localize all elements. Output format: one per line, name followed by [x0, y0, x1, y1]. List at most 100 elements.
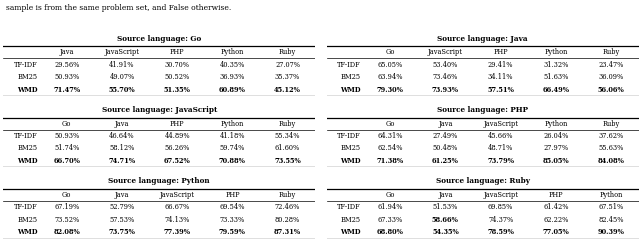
Text: 71.47%: 71.47% [53, 86, 80, 94]
Text: WMD: WMD [17, 157, 38, 165]
Text: 73.75%: 73.75% [108, 228, 135, 236]
Text: Java: Java [115, 120, 129, 128]
Text: Source language: Ruby: Source language: Ruby [436, 178, 530, 186]
Text: 61.25%: 61.25% [432, 157, 459, 165]
Text: 67.19%: 67.19% [54, 203, 79, 211]
Text: 73.52%: 73.52% [54, 216, 79, 224]
Text: Go: Go [62, 191, 72, 199]
Text: 64.31%: 64.31% [378, 132, 403, 140]
Text: 58.12%: 58.12% [109, 144, 134, 152]
Text: 51.63%: 51.63% [543, 73, 568, 81]
Text: Python: Python [544, 120, 568, 128]
Text: Go: Go [62, 120, 72, 128]
Text: 90.39%: 90.39% [598, 228, 625, 236]
Text: Java: Java [60, 48, 74, 56]
Text: JavaScript: JavaScript [428, 48, 463, 56]
Text: Go: Go [385, 120, 395, 128]
Text: 62.22%: 62.22% [543, 216, 568, 224]
Text: 51.35%: 51.35% [164, 86, 191, 94]
Text: 36.09%: 36.09% [598, 73, 624, 81]
Text: 51.74%: 51.74% [54, 144, 79, 152]
Text: 58.66%: 58.66% [432, 216, 459, 224]
Text: Python: Python [221, 48, 244, 56]
Text: Java: Java [438, 191, 452, 199]
Text: JavaScript: JavaScript [483, 120, 518, 128]
Text: Python: Python [544, 48, 568, 56]
Text: 54.35%: 54.35% [432, 228, 459, 236]
Text: 29.56%: 29.56% [54, 60, 79, 68]
Text: 77.39%: 77.39% [164, 228, 191, 236]
Text: 77.05%: 77.05% [543, 228, 569, 236]
Text: Source language: Java: Source language: Java [437, 35, 528, 43]
Text: 45.66%: 45.66% [488, 132, 513, 140]
Text: 57.53%: 57.53% [109, 216, 134, 224]
Text: WMD: WMD [17, 228, 38, 236]
Text: Source language: JavaScript: Source language: JavaScript [102, 106, 217, 114]
Text: 67.52%: 67.52% [164, 157, 191, 165]
Text: 66.70%: 66.70% [53, 157, 80, 165]
Text: 72.46%: 72.46% [275, 203, 300, 211]
Text: WMD: WMD [340, 228, 361, 236]
Text: 50.52%: 50.52% [164, 73, 190, 81]
Text: Source language: Go: Source language: Go [117, 35, 202, 43]
Text: 66.67%: 66.67% [164, 203, 190, 211]
Text: 61.94%: 61.94% [378, 203, 403, 211]
Text: Java: Java [115, 191, 129, 199]
Text: 26.04%: 26.04% [543, 132, 568, 140]
Text: 68.80%: 68.80% [377, 228, 404, 236]
Text: 35.37%: 35.37% [275, 73, 300, 81]
Text: Ruby: Ruby [602, 48, 620, 56]
Text: 56.26%: 56.26% [164, 144, 190, 152]
Text: 34.11%: 34.11% [488, 73, 513, 81]
Text: WMD: WMD [17, 86, 38, 94]
Text: 79.59%: 79.59% [219, 228, 246, 236]
Text: 61.42%: 61.42% [543, 203, 568, 211]
Text: 63.94%: 63.94% [378, 73, 403, 81]
Text: JavaScript: JavaScript [104, 48, 140, 56]
Text: 60.89%: 60.89% [219, 86, 246, 94]
Text: 69.85%: 69.85% [488, 203, 513, 211]
Text: 59.74%: 59.74% [220, 144, 245, 152]
Text: 61.60%: 61.60% [275, 144, 300, 152]
Text: 82.45%: 82.45% [598, 216, 624, 224]
Text: 87.31%: 87.31% [274, 228, 301, 236]
Text: JavaScript: JavaScript [483, 191, 518, 199]
Text: 73.46%: 73.46% [433, 73, 458, 81]
Text: Go: Go [385, 191, 395, 199]
Text: 69.54%: 69.54% [220, 203, 245, 211]
Text: 67.51%: 67.51% [598, 203, 624, 211]
Text: 65.05%: 65.05% [378, 60, 403, 68]
Text: 30.70%: 30.70% [164, 60, 189, 68]
Text: 50.93%: 50.93% [54, 73, 79, 81]
Text: BM25: BM25 [17, 216, 38, 224]
Text: 73.93%: 73.93% [432, 86, 459, 94]
Text: 52.79%: 52.79% [109, 203, 134, 211]
Text: 55.63%: 55.63% [598, 144, 624, 152]
Text: TF-IDF: TF-IDF [14, 60, 38, 68]
Text: 49.07%: 49.07% [109, 73, 134, 81]
Text: PHP: PHP [548, 191, 563, 199]
Text: 41.91%: 41.91% [109, 60, 134, 68]
Text: Source language: PHP: Source language: PHP [437, 106, 528, 114]
Text: Ruby: Ruby [279, 120, 296, 128]
Text: 66.49%: 66.49% [542, 86, 570, 94]
Text: 45.12%: 45.12% [274, 86, 301, 94]
Text: TF-IDF: TF-IDF [14, 132, 38, 140]
Text: TF-IDF: TF-IDF [337, 132, 361, 140]
Text: 48.71%: 48.71% [488, 144, 513, 152]
Text: 80.28%: 80.28% [275, 216, 300, 224]
Text: PHP: PHP [225, 191, 239, 199]
Text: 82.08%: 82.08% [53, 228, 80, 236]
Text: Java: Java [438, 120, 452, 128]
Text: 51.53%: 51.53% [433, 203, 458, 211]
Text: 50.93%: 50.93% [54, 132, 79, 140]
Text: 74.37%: 74.37% [488, 216, 513, 224]
Text: 46.64%: 46.64% [109, 132, 135, 140]
Text: 50.48%: 50.48% [433, 144, 458, 152]
Text: 55.70%: 55.70% [109, 86, 135, 94]
Text: 27.97%: 27.97% [543, 144, 568, 152]
Text: Ruby: Ruby [279, 48, 296, 56]
Text: BM25: BM25 [17, 73, 38, 81]
Text: 73.33%: 73.33% [220, 216, 245, 224]
Text: Python: Python [221, 120, 244, 128]
